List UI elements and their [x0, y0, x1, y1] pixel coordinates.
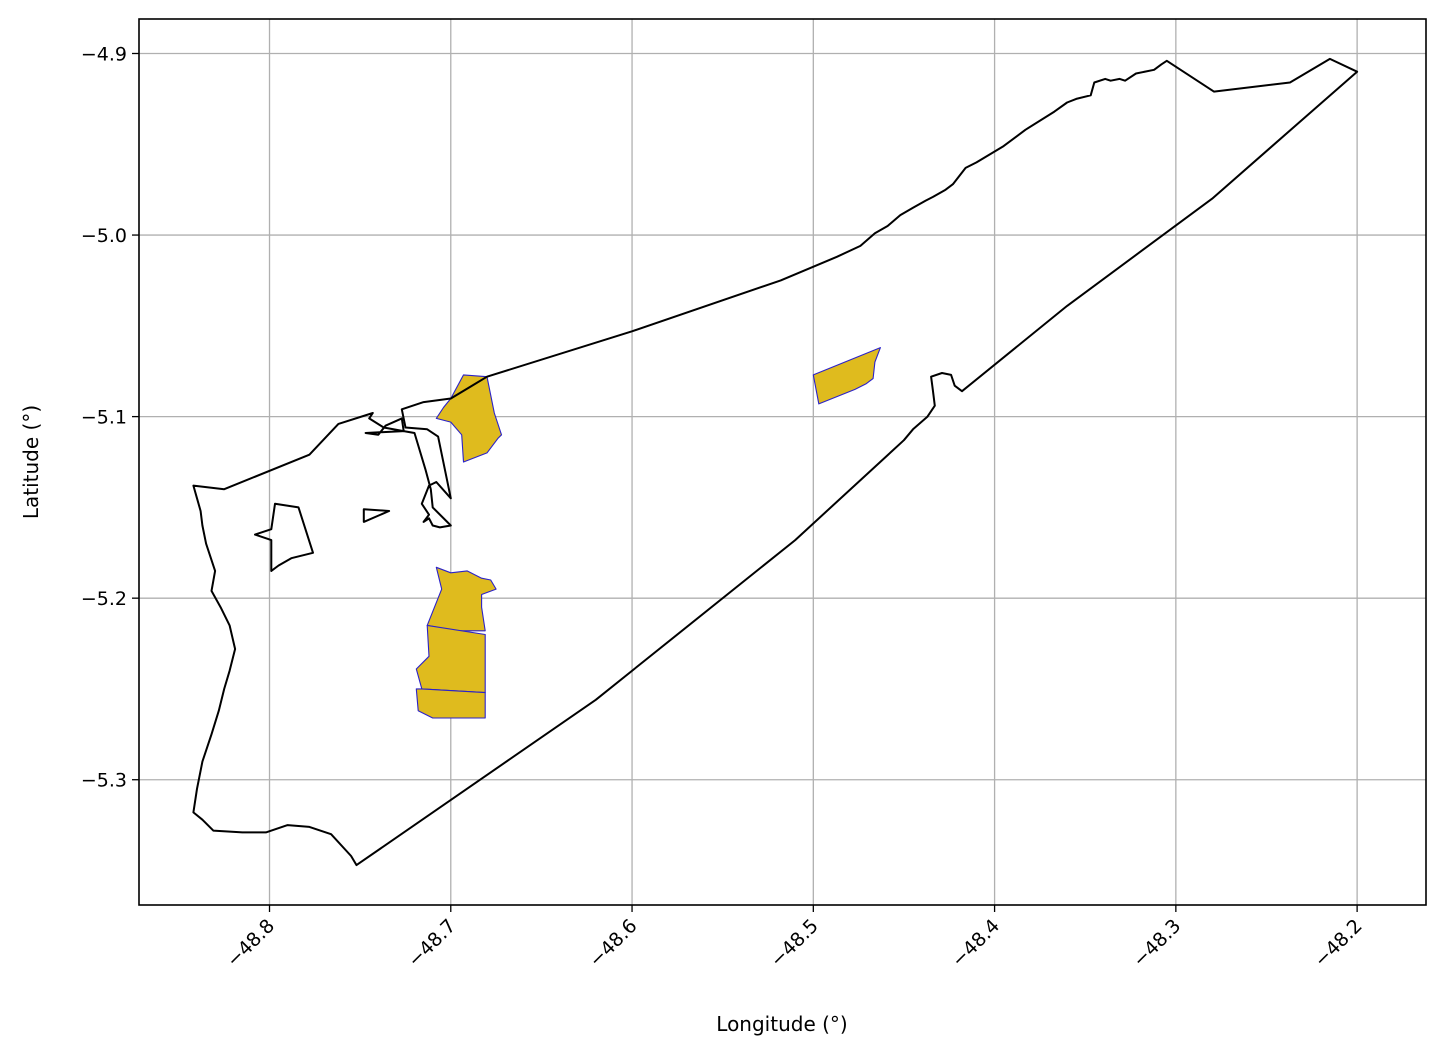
y-tick-label: −4.9	[81, 43, 127, 65]
boundary-hole-outline	[254, 502, 314, 572]
grid-lines	[139, 19, 1426, 905]
y-tick-label: −5.1	[81, 407, 127, 429]
y-tick-label: −5.2	[81, 588, 127, 610]
highlighted-region	[812, 347, 881, 405]
y-tick-label: −5.0	[81, 225, 127, 247]
boundary-hole-outline	[364, 417, 405, 436]
highlighted-region	[415, 688, 486, 719]
y-axis-label: Latitude (°)	[19, 405, 43, 519]
y-axis-ticks: −4.9 −5.0 −5.1 −5.2 −5.3	[81, 43, 139, 792]
plot-frame	[138, 18, 1427, 906]
x-axis-label: Longitude (°)	[716, 1012, 847, 1036]
municipality-boundary	[192, 57, 1359, 867]
boundary-outline	[192, 57, 1359, 867]
boundary-hole-outline	[362, 508, 391, 523]
y-tick-label: −5.3	[81, 770, 127, 792]
